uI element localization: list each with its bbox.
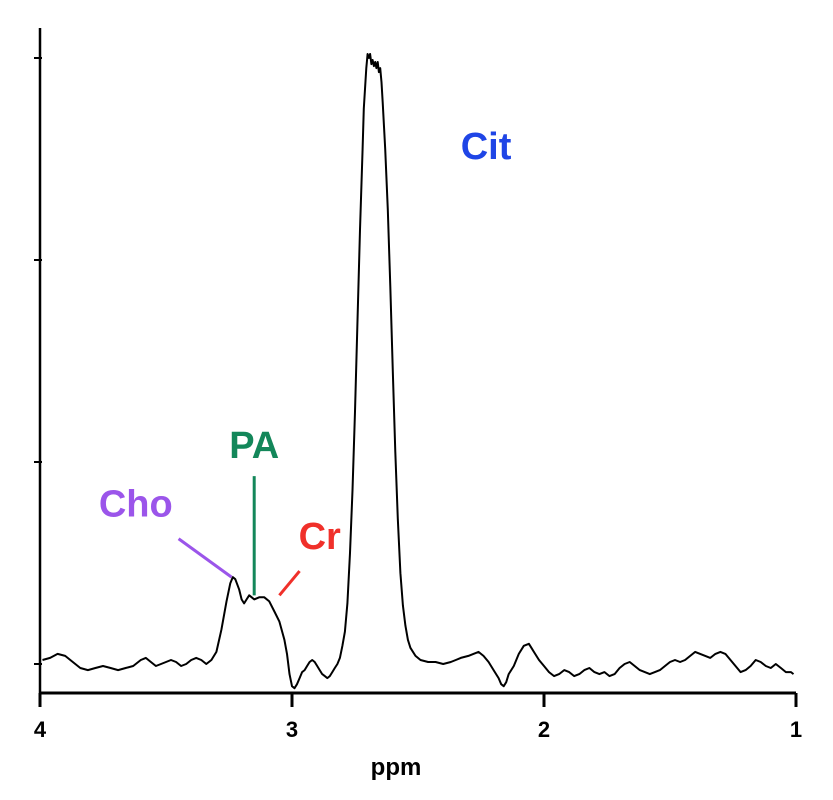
x-tick-label-0: 4	[34, 717, 47, 742]
axes: 4 3 2 1	[34, 28, 802, 742]
x-axis-title: ppm	[371, 754, 422, 781]
x-tick-label-1: 3	[286, 717, 298, 742]
x-tick-label-3: 1	[790, 717, 802, 742]
pa-label: PA	[229, 425, 279, 467]
cr-label: Cr	[299, 516, 341, 558]
series-layer	[42, 53, 795, 690]
spectrum-line-0	[42, 53, 795, 690]
cit-label: Cit	[461, 126, 512, 168]
cho-leader-line	[177, 537, 233, 579]
annotations: Cit PA Cho Cr	[99, 126, 512, 597]
cr-leader-line	[278, 570, 301, 597]
cho-label: Cho	[99, 484, 173, 526]
x-tick-label-2: 2	[538, 717, 550, 742]
